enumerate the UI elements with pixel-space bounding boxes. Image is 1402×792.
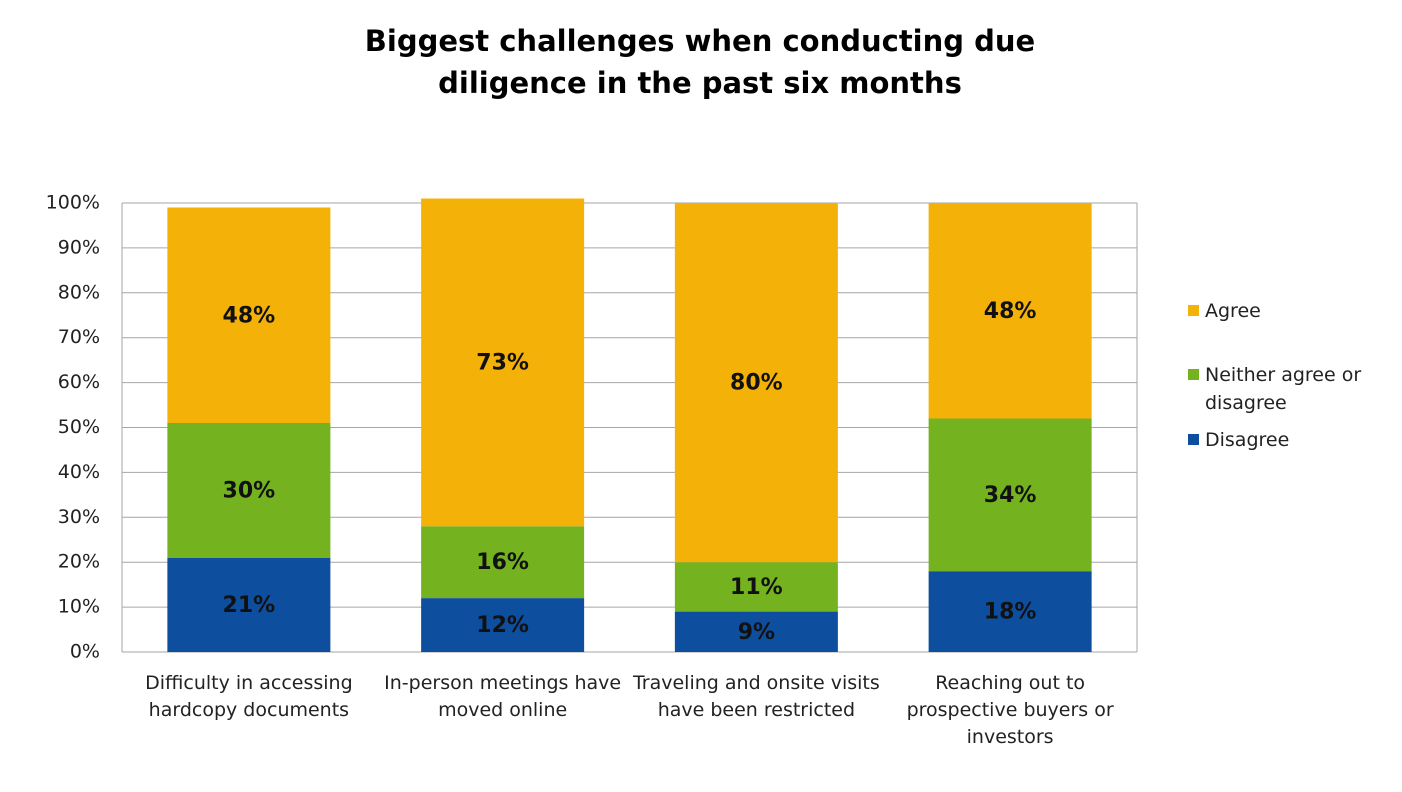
bar-segment: [928, 203, 1092, 419]
data-label: 80%: [730, 371, 783, 396]
chart-title: Biggest challenges when conducting due d…: [364, 24, 1036, 100]
y-tick-label: 70%: [58, 326, 100, 348]
bar-segment: [928, 418, 1092, 572]
bar-segment: [674, 203, 838, 563]
data-label: 16%: [476, 550, 529, 575]
data-label: 30%: [223, 478, 276, 503]
bar-segment: [421, 526, 585, 599]
bar-segment: [674, 611, 838, 652]
bar-segment: [674, 562, 838, 612]
legend-swatch: [1188, 305, 1199, 316]
x-tick-label: In-person meetings have moved online: [384, 672, 622, 721]
data-label: 48%: [223, 303, 276, 328]
y-tick-label: 0%: [70, 641, 100, 663]
data-label: 9%: [738, 620, 775, 645]
legend-label: Disagree: [1205, 429, 1290, 451]
bar-segment: [421, 198, 585, 527]
x-tick-label: Difficulty in accessing hardcopy documen…: [145, 672, 353, 721]
y-tick-label: 100%: [46, 192, 100, 214]
x-tick-label: Traveling and onsite visits have been re…: [632, 672, 880, 721]
data-label: 12%: [476, 613, 529, 638]
data-label: 11%: [730, 575, 783, 600]
data-label: 18%: [984, 600, 1037, 625]
y-tick-label: 50%: [58, 416, 100, 438]
legend-label: Agree: [1205, 300, 1261, 322]
legend-swatch: [1188, 434, 1199, 445]
bar-segment: [167, 207, 331, 424]
y-tick-label: 80%: [58, 281, 100, 303]
data-label: 34%: [984, 483, 1037, 508]
data-label: 48%: [984, 299, 1037, 324]
data-label: 73%: [476, 350, 529, 375]
bar-segment: [167, 557, 331, 652]
legend-swatch: [1188, 369, 1199, 380]
data-label: 21%: [223, 593, 276, 618]
x-tick-label: Reaching out to prospective buyers or in…: [906, 672, 1114, 748]
y-tick-label: 20%: [58, 551, 100, 573]
legend-label: Neither agree or disagree: [1205, 364, 1362, 414]
y-tick-label: 60%: [58, 371, 100, 393]
bar-segment: [167, 423, 331, 558]
bar-segment: [928, 571, 1092, 652]
y-tick-label: 40%: [58, 461, 100, 483]
y-tick-label: 30%: [58, 506, 100, 528]
y-tick-label: 10%: [58, 596, 100, 618]
bar-segment: [421, 598, 585, 652]
y-tick-label: 90%: [58, 236, 100, 258]
